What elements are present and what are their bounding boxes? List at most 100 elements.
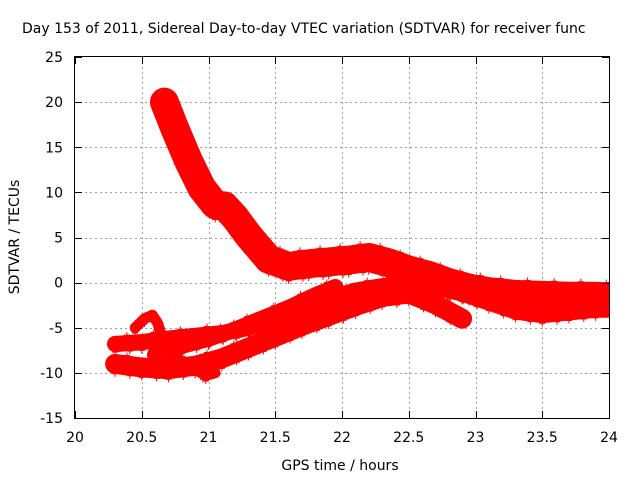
data-point	[473, 303, 480, 310]
data-point	[177, 138, 184, 145]
data-point	[352, 313, 359, 320]
data-point	[244, 313, 251, 320]
data-point	[136, 320, 143, 327]
data-point	[268, 264, 275, 271]
data-point	[453, 289, 460, 296]
data-point	[139, 315, 146, 322]
data-point	[574, 285, 581, 292]
data-point	[247, 328, 254, 335]
data-point	[209, 362, 216, 369]
data-point	[123, 352, 130, 359]
data-point	[248, 348, 255, 355]
data-point	[261, 318, 268, 325]
data-point	[376, 290, 383, 297]
data-point	[219, 195, 226, 202]
data-point	[187, 336, 194, 343]
data-point	[156, 370, 163, 377]
data-point	[182, 137, 189, 144]
data-point	[196, 342, 203, 349]
data-point	[205, 374, 212, 381]
data-point	[362, 261, 369, 268]
data-point	[229, 204, 236, 211]
data-point	[214, 209, 221, 216]
data-point	[149, 317, 156, 324]
data-point	[269, 330, 276, 337]
data-point	[368, 262, 375, 269]
data-point	[232, 229, 239, 236]
data-point	[141, 369, 148, 376]
data-point	[536, 307, 543, 314]
data-point	[212, 216, 219, 223]
data-point	[152, 359, 159, 366]
x-tick-label: 21.5	[260, 430, 291, 446]
data-point	[384, 293, 391, 300]
data-point	[399, 291, 406, 298]
data-point	[370, 302, 377, 309]
data-point	[147, 333, 154, 340]
data-point	[311, 260, 318, 267]
data-point	[345, 271, 352, 278]
data-point	[468, 289, 475, 296]
data-point	[568, 313, 575, 320]
data-point	[450, 315, 457, 322]
data-point	[331, 310, 338, 317]
data-point	[339, 272, 346, 279]
data-point	[320, 284, 327, 291]
data-point	[557, 314, 564, 321]
data-point	[536, 284, 543, 291]
data-point	[539, 320, 546, 327]
data-point	[521, 305, 528, 312]
data-point	[179, 353, 186, 360]
data-point	[506, 290, 513, 297]
data-point	[583, 311, 590, 318]
data-point	[379, 303, 386, 310]
data-point	[252, 318, 259, 325]
data-point	[115, 366, 122, 373]
data-point	[457, 268, 464, 275]
data-point	[165, 347, 172, 354]
data-point	[580, 316, 587, 323]
data-point	[456, 309, 463, 316]
data-point	[364, 289, 371, 296]
data-point	[597, 293, 604, 300]
data-point	[438, 285, 445, 292]
data-point	[298, 332, 305, 339]
data-point	[482, 294, 489, 301]
data-point	[190, 331, 197, 338]
data-point	[288, 307, 295, 314]
data-point	[211, 333, 218, 340]
data-point	[230, 340, 237, 347]
data-point	[515, 298, 522, 305]
data-point	[115, 344, 122, 351]
data-point	[236, 353, 243, 360]
data-point	[351, 256, 358, 263]
data-point	[214, 328, 221, 335]
data-point	[488, 304, 495, 311]
data-point	[411, 268, 418, 275]
data-point	[323, 279, 330, 286]
data-point	[429, 295, 436, 302]
data-point	[285, 313, 292, 320]
data-point	[299, 275, 306, 282]
data-point	[367, 308, 374, 315]
data-point	[277, 245, 284, 252]
data-point	[309, 289, 316, 296]
data-point	[217, 323, 224, 330]
data-point	[450, 292, 457, 299]
data-point	[279, 275, 286, 282]
data-point	[408, 296, 415, 303]
data-point	[426, 298, 433, 305]
data-point	[297, 247, 304, 254]
y-tick-label: -10	[40, 366, 63, 382]
series-0	[149, 87, 609, 314]
data-point	[240, 218, 247, 225]
data-point	[120, 357, 127, 364]
data-point	[376, 279, 383, 286]
data-point	[600, 286, 607, 293]
data-point	[394, 255, 401, 262]
data-point	[491, 289, 498, 296]
data-point	[196, 165, 203, 172]
data-point	[206, 187, 213, 194]
data-point	[334, 304, 341, 311]
data-point	[176, 354, 183, 361]
